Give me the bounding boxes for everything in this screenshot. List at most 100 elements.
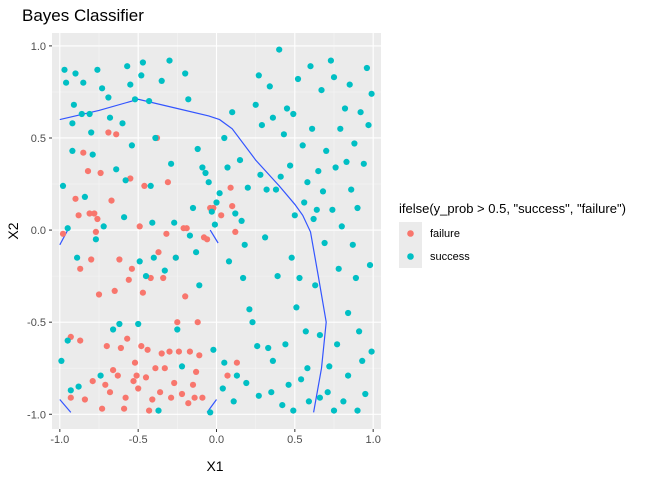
point-failure — [125, 276, 132, 283]
point-success — [241, 241, 248, 248]
point-success — [69, 120, 76, 127]
point-success — [171, 219, 178, 226]
point-failure — [164, 179, 171, 186]
point-failure — [108, 197, 115, 204]
point-failure — [191, 394, 198, 401]
point-success — [208, 208, 215, 215]
point-failure — [91, 210, 98, 217]
point-success — [63, 79, 70, 86]
point-success — [265, 344, 272, 352]
point-success — [139, 59, 146, 66]
point-success — [362, 390, 369, 398]
point-success — [69, 147, 76, 154]
point-success — [313, 206, 320, 213]
point-success — [131, 96, 139, 103]
point-failure — [117, 344, 124, 352]
point-success — [193, 249, 200, 256]
point-success — [152, 134, 159, 142]
point-failure — [183, 225, 190, 232]
point-failure — [147, 274, 154, 282]
point-success — [122, 177, 129, 184]
point-failure — [135, 385, 142, 392]
point-success — [205, 179, 212, 186]
point-success — [80, 79, 87, 86]
point-success — [124, 63, 131, 70]
point-failure — [122, 394, 129, 401]
legend-title: ifelse(y_prob > 0.5, "success", "failure… — [399, 201, 626, 216]
point-success — [58, 357, 65, 364]
point-failure — [130, 378, 137, 385]
point-success — [276, 46, 283, 53]
point-success — [110, 326, 117, 333]
point-success — [127, 81, 134, 88]
chart-title: Bayes Classifier — [22, 6, 144, 25]
point-success — [75, 383, 82, 390]
point-failure — [95, 291, 103, 298]
point-success — [304, 365, 311, 372]
point-success — [142, 273, 150, 280]
point-failure — [103, 343, 110, 350]
point-success — [366, 262, 374, 269]
point-failure — [102, 381, 109, 388]
point-success — [174, 326, 181, 333]
point-success — [249, 319, 256, 326]
point-success — [238, 217, 245, 224]
point-success — [301, 199, 308, 206]
point-success — [254, 343, 261, 350]
point-success — [89, 151, 96, 158]
point-success — [64, 337, 71, 344]
point-failure — [139, 289, 146, 296]
point-success — [285, 381, 292, 388]
point-success — [349, 241, 356, 248]
point-failure — [114, 372, 121, 379]
point-success — [298, 376, 305, 383]
point-failure — [111, 287, 118, 294]
point-success — [296, 274, 303, 282]
point-success — [368, 90, 375, 97]
point-success — [290, 407, 297, 414]
point-success — [213, 199, 220, 206]
point-success — [290, 110, 297, 118]
point-success — [280, 131, 287, 138]
point-success — [356, 328, 363, 335]
point-success — [236, 157, 244, 164]
point-success — [269, 357, 276, 364]
point-success — [74, 254, 81, 261]
point-success — [338, 223, 345, 230]
point-success — [335, 265, 342, 272]
point-failure — [99, 405, 106, 412]
x-tick-label: 1.0 — [366, 434, 381, 446]
point-success — [299, 142, 306, 149]
point-success — [121, 214, 128, 221]
point-success — [291, 212, 298, 219]
point-failure — [116, 256, 123, 263]
point-success — [360, 160, 367, 167]
point-failure — [175, 348, 182, 355]
point-failure — [166, 348, 173, 355]
point-success — [230, 398, 237, 405]
point-failure — [105, 129, 112, 136]
point-success — [186, 232, 193, 239]
point-success — [277, 173, 284, 180]
point-failure — [196, 352, 203, 359]
point-failure — [127, 175, 134, 182]
point-success — [158, 77, 165, 84]
point-success — [232, 210, 239, 217]
point-success — [155, 407, 162, 414]
point-failure — [81, 396, 88, 403]
point-failure — [157, 389, 164, 396]
point-success — [326, 363, 333, 370]
point-success — [258, 122, 265, 129]
point-success — [116, 320, 123, 328]
point-success — [323, 147, 330, 154]
point-success — [244, 184, 251, 191]
point-success — [294, 75, 302, 83]
point-success — [345, 309, 352, 317]
point-success — [97, 372, 104, 379]
point-success — [210, 346, 217, 353]
point-failure — [161, 365, 168, 372]
point-failure — [189, 381, 197, 388]
legend-key-success — [407, 253, 414, 260]
point-failure — [128, 265, 135, 272]
point-success — [282, 341, 289, 348]
